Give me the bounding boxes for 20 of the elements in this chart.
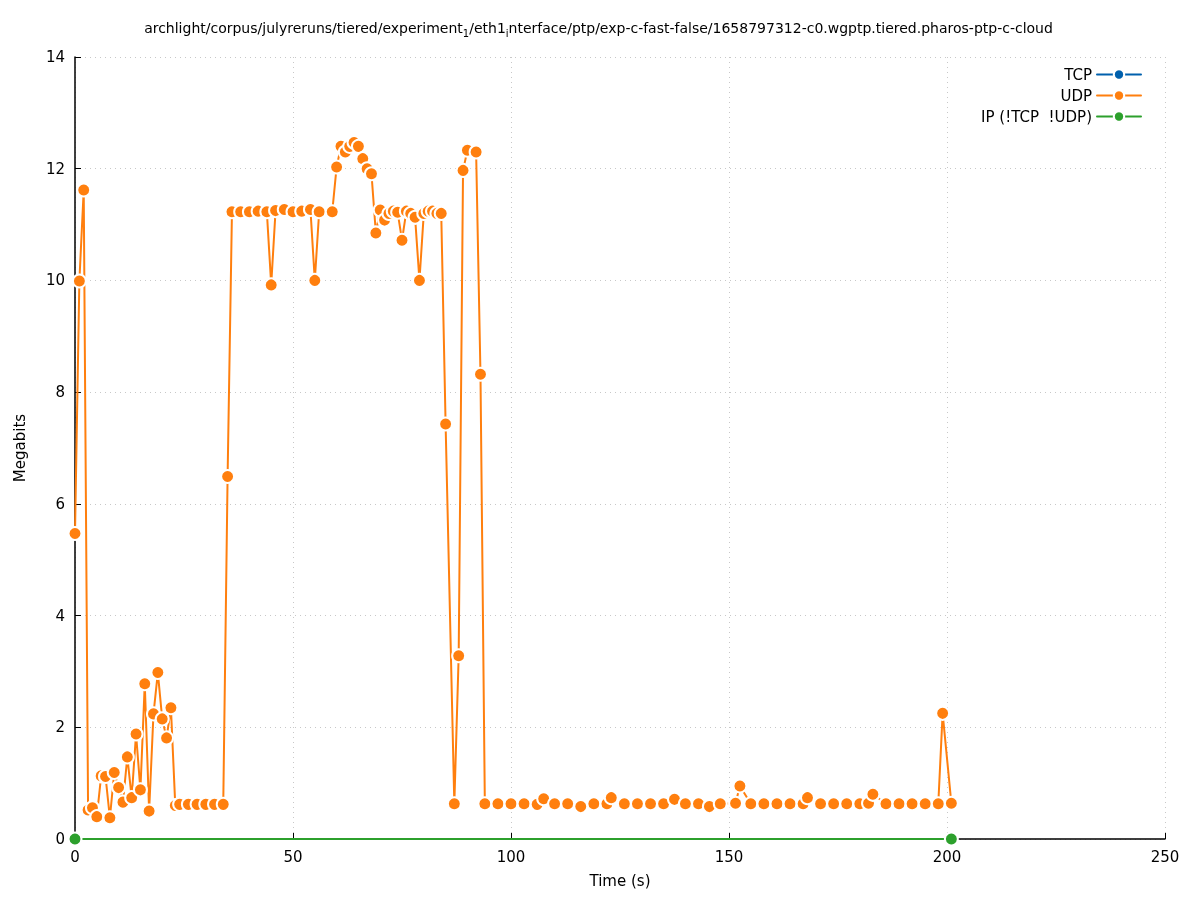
x-tick-label: 100	[496, 847, 526, 866]
x-tick-label: 200	[932, 847, 962, 866]
x-tick-label: 250	[1150, 847, 1180, 866]
x-tick-label: 50	[283, 847, 303, 866]
chart-title: archlight/corpus/julyreruns/tiered/experiment$_{1}$/eth1$_{i}$nterface/ptp/exp-c-fast-false/1658797312-c0.wgptp.tiered.pharos-ptp-c-cloud	[143, 20, 1054, 39]
y-axis-title: Megabits	[10, 413, 29, 483]
y-tick-label: 4	[55, 606, 65, 625]
legend-label: UDP	[1060, 86, 1092, 105]
x-tick-label: 150	[714, 847, 744, 866]
y-tick-label: 0	[55, 830, 65, 848]
x-tick-label: 0	[70, 847, 80, 866]
legend-label: IP (!TCP !UDP)	[981, 107, 1092, 126]
legend-label: TCP	[1063, 65, 1092, 84]
y-tick-label: 12	[45, 159, 65, 178]
y-tick-label: 6	[55, 494, 65, 513]
x-axis-title: Time (s)	[588, 871, 651, 890]
y-tick-label: 2	[55, 718, 65, 737]
y-tick-label: 14	[45, 48, 65, 66]
y-tick-label: 8	[55, 383, 65, 402]
y-tick-label: 10	[45, 271, 65, 290]
